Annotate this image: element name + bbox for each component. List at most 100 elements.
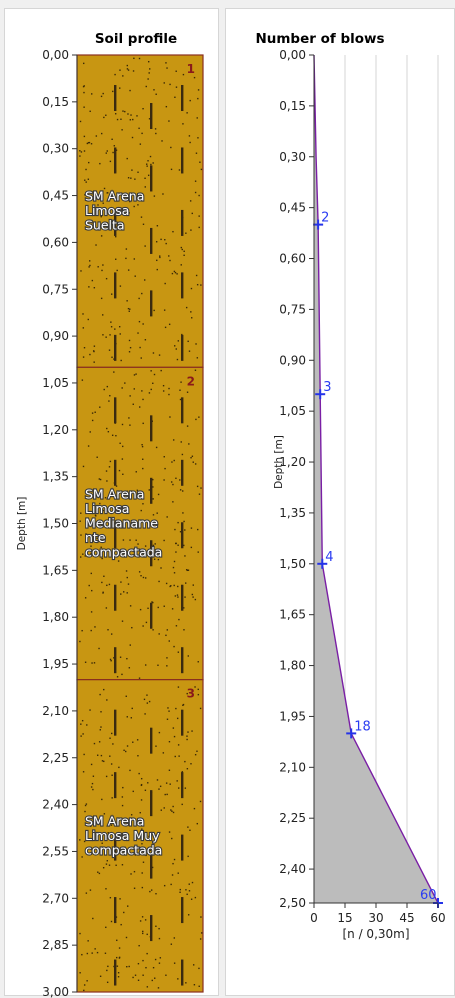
soil-dot	[177, 585, 179, 588]
soil-dot	[197, 693, 200, 696]
soil-dot	[186, 692, 188, 695]
soil-dot	[159, 785, 162, 788]
soil-dot	[154, 128, 157, 130]
y-tick-label: 0,30	[279, 150, 306, 164]
soil-dot	[80, 151, 83, 153]
soil-dot	[97, 526, 100, 528]
soil-dot	[83, 753, 85, 756]
soil-dot	[178, 169, 181, 171]
soil-dot	[141, 390, 143, 392]
soil-dot	[158, 927, 160, 930]
soil-dot	[126, 68, 129, 70]
soil-dot	[101, 760, 104, 762]
soil-dot	[114, 235, 117, 238]
soil-dot	[123, 749, 125, 751]
soil-dot	[101, 842, 103, 844]
soil-dot	[130, 717, 133, 719]
soil-dot	[140, 216, 143, 218]
data-label: 4	[325, 550, 333, 565]
soil-dot	[128, 667, 131, 669]
soil-dot	[181, 803, 183, 806]
soil-dot	[166, 516, 168, 518]
soil-dot	[116, 965, 119, 967]
soil-dash	[181, 397, 184, 424]
soil-dot	[126, 211, 129, 213]
soil-dot	[100, 235, 103, 237]
soil-dot	[140, 509, 142, 512]
soil-dot	[196, 357, 199, 359]
soil-dot	[178, 618, 180, 621]
soil-dot	[165, 634, 167, 637]
soil-dot	[150, 370, 152, 372]
soil-dot	[107, 832, 109, 834]
soil-dot	[175, 477, 177, 480]
soil-dot	[86, 952, 89, 955]
soil-dot	[109, 658, 112, 661]
soil-dot	[172, 230, 174, 233]
soil-dot	[108, 583, 111, 586]
soil-dash	[150, 165, 153, 192]
soil-dot	[187, 569, 190, 571]
soil-dot	[100, 297, 103, 300]
soil-dot	[103, 813, 106, 815]
soil-dot	[91, 589, 93, 592]
soil-dot	[177, 651, 180, 653]
soil-dot	[144, 577, 147, 579]
soil-dot	[113, 358, 115, 360]
soil-dot	[181, 333, 183, 336]
soil-dot	[172, 501, 174, 503]
x-tick-label: 30	[368, 911, 383, 925]
soil-dash	[181, 334, 184, 361]
soil-dot	[148, 489, 150, 491]
soil-dash	[181, 584, 184, 611]
soil-dot	[120, 359, 122, 362]
soil-dot	[198, 226, 200, 229]
soil-dot	[148, 118, 151, 120]
soil-dot	[196, 117, 198, 119]
soil-dash	[150, 103, 153, 129]
soil-dot	[179, 891, 181, 893]
soil-dot	[110, 633, 113, 635]
soil-dot	[86, 724, 88, 726]
soil-dot	[115, 149, 118, 151]
soil-dot	[158, 580, 160, 583]
soil-dash	[181, 459, 184, 486]
soil-dot	[165, 105, 168, 108]
soil-dot	[163, 82, 165, 84]
soil-dot	[89, 709, 91, 711]
soil-dot	[141, 872, 143, 874]
data-point	[313, 219, 324, 230]
soil-dot	[92, 917, 94, 920]
soil-dot	[119, 69, 121, 71]
soil-dot	[138, 944, 140, 947]
soil-dot	[165, 62, 167, 64]
soil-dot	[183, 520, 185, 523]
soil-dot	[173, 459, 175, 462]
soil-dot	[107, 965, 109, 968]
soil-dot	[105, 607, 108, 609]
soil-dot	[88, 141, 91, 144]
soil-dot	[145, 834, 147, 837]
soil-dot	[128, 351, 131, 353]
data-point	[346, 728, 357, 739]
soil-dot	[170, 883, 172, 886]
number-of-blows-chart: Number of blows Depth [m] 2 3 4 18 60 0,00 0,15 0…	[255, 31, 445, 941]
soil-dot	[106, 150, 108, 152]
soil-dot	[139, 920, 142, 922]
soil-dot	[138, 677, 141, 679]
soil-dot	[187, 855, 189, 858]
soil-dot	[186, 425, 189, 427]
soil-dot	[200, 932, 203, 934]
soil-dot	[154, 543, 156, 545]
soil-dot	[124, 382, 126, 384]
soil-dot	[148, 700, 151, 703]
soil-dot	[111, 732, 113, 735]
soil-dot	[121, 423, 124, 426]
soil-dot	[127, 520, 129, 522]
soil-dot	[128, 965, 130, 968]
soil-dot	[146, 702, 149, 704]
soil-dot	[133, 870, 136, 873]
soil-dot	[132, 521, 134, 523]
soil-dot	[163, 884, 166, 887]
layer-number: 1	[187, 62, 195, 76]
